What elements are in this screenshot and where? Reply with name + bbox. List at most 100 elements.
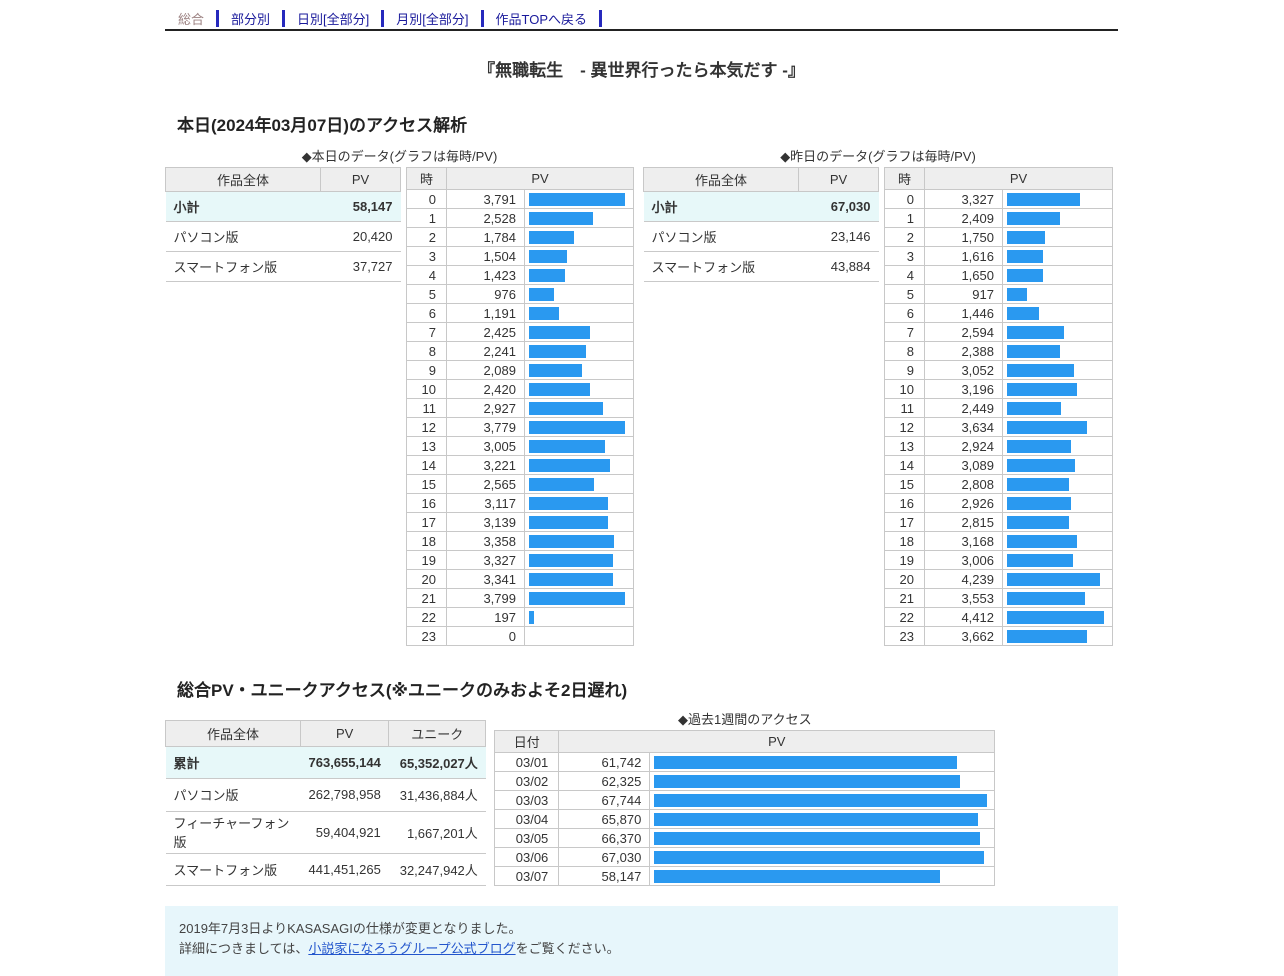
- data-row: 5 917: [884, 284, 1113, 304]
- pv-bar: [1007, 496, 1072, 510]
- blog-link[interactable]: 小説家になろうグループ公式ブログ: [308, 941, 516, 957]
- pv-bar: [1007, 325, 1064, 339]
- nav-item[interactable]: 部分別: [231, 11, 271, 27]
- pv-bar: [1007, 439, 1072, 453]
- data-row: 17 3,139: [406, 512, 634, 532]
- nav-item[interactable]: 月別[全部分]: [396, 11, 469, 27]
- data-row: 03/04 65,870: [494, 809, 996, 829]
- pv-bar: [529, 496, 608, 510]
- data-row: 4 1,423: [406, 265, 634, 285]
- today-hourly-table: 時 PV 0 3,791 1 2,528 2 1,784 3 1,504 4 1,423 5 976 6 1,…: [406, 167, 634, 646]
- pv-bar: [654, 869, 940, 883]
- data-row: 18 3,168: [884, 531, 1113, 551]
- data-row: 10 3,196: [884, 379, 1113, 399]
- column-header: 時: [884, 167, 925, 190]
- pv-bar: [529, 553, 614, 567]
- pv-bar: [654, 812, 978, 826]
- data-row: 9 3,052: [884, 360, 1113, 380]
- pv-bar: [1007, 572, 1101, 586]
- page-title: 『無職転生 - 異世界行ったら本気だす -』: [478, 61, 805, 80]
- data-row: 21 3,553: [884, 588, 1113, 608]
- data-row: 12 3,779: [406, 417, 634, 437]
- pv-bar: [1007, 515, 1069, 529]
- data-row: 19 3,006: [884, 550, 1113, 570]
- nav-item[interactable]: 日別[全部分]: [297, 11, 370, 27]
- column-header: PV: [299, 720, 390, 747]
- pv-bar: [529, 192, 625, 206]
- pv-bar: [529, 401, 603, 415]
- summary-row: パソコン版 23,146: [643, 221, 879, 252]
- data-row: 1 2,528: [406, 208, 634, 228]
- data-row: 15 2,808: [884, 474, 1113, 494]
- pv-bar: [529, 572, 614, 586]
- data-row: 22 4,412: [884, 607, 1113, 627]
- data-row: 03/07 58,147: [494, 866, 996, 886]
- column-header: PV: [924, 167, 1113, 190]
- pv-bar: [529, 230, 575, 244]
- data-row: 20 4,239: [884, 569, 1113, 589]
- summary-row: スマートフォン版 37,727: [165, 251, 401, 282]
- pv-bar: [1007, 363, 1075, 377]
- data-row: 14 3,221: [406, 455, 634, 475]
- notice-box: 2019年7月3日よりKASASAGIの仕様が変更となりました。 詳細につきまし…: [165, 906, 1118, 976]
- pv-bar: [1007, 249, 1043, 263]
- pv-bar: [529, 439, 605, 453]
- data-row: 11 2,449: [884, 398, 1113, 418]
- nav-separator-icon: [599, 9, 602, 27]
- nav-separator-icon: [216, 9, 220, 27]
- pv-bar: [529, 268, 565, 282]
- notice-line2-pre: 詳細につきましては、: [179, 941, 309, 957]
- section-heading-today: 本日(2024年03月07日)のアクセス解析: [177, 116, 468, 135]
- data-row: 11 2,927: [406, 398, 634, 418]
- data-row: 03/01 61,742: [494, 752, 996, 772]
- nav-separator-icon: [480, 9, 484, 27]
- pv-bar: [529, 211, 593, 225]
- data-row: 03/02 62,325: [494, 771, 996, 791]
- notice-line2: 詳細につきましては、小説家になろうグループ公式ブログをご覧ください。: [179, 939, 1104, 959]
- data-row: 5 976: [406, 284, 634, 304]
- pv-bar: [529, 306, 560, 320]
- yesterday-summary-table: 作品全体 PV 小計 67,030 パソコン版 23,146 スマートフォン版 43,884: [643, 167, 879, 282]
- pv-bar: [1007, 306, 1039, 320]
- today-summary-table: 作品全体 PV 小計 58,147 パソコン版 20,420 スマートフォン版 37,727: [165, 167, 401, 282]
- data-row: 03/03 67,744: [494, 790, 996, 810]
- totals-row: 作品全体 PV ユニーク 累計 763,655,144 65,352,027人 パソコン版 2…: [165, 701, 1118, 887]
- data-row: 16 2,926: [884, 493, 1113, 513]
- pv-bar: [529, 515, 609, 529]
- yesterday-caption: ◆昨日のデータ(グラフは毎時/PV): [780, 149, 976, 164]
- column-header: 作品全体: [643, 167, 799, 192]
- pv-bar: [1007, 534, 1077, 548]
- page: 総合 部分別 日別[全部分] 月別[全部分] 作品TOPへ戻る 『無職転生 - 異世界行…: [165, 0, 1118, 976]
- daily-charts-row: ◆本日のデータ(グラフは毎時/PV) 作品全体 PV 小計 58,147 パソコン版 20…: [165, 138, 1118, 646]
- pv-bar: [1007, 211, 1060, 225]
- data-row: 6 1,446: [884, 303, 1113, 323]
- nav-item[interactable]: 作品TOPへ戻る: [495, 11, 588, 27]
- pv-bar: [529, 420, 625, 434]
- column-header: PV: [320, 167, 401, 192]
- nav-separator-icon: [381, 9, 385, 27]
- data-row: 12 3,634: [884, 417, 1113, 437]
- column-header: 作品全体: [165, 720, 301, 747]
- weekly-group: ◆過去1週間のアクセス 日付 PV 03/01 61,742 03/02 62,325 03…: [494, 701, 996, 886]
- data-row: 23 3,662: [884, 626, 1113, 646]
- pv-bar: [1007, 629, 1088, 643]
- pv-bar: [654, 755, 958, 769]
- column-header: 時: [406, 167, 447, 190]
- pv-bar: [529, 382, 591, 396]
- pv-bar: [654, 774, 961, 788]
- data-row: 13 3,005: [406, 436, 634, 456]
- data-row: 14 3,089: [884, 455, 1113, 475]
- pv-bar: [529, 534, 614, 548]
- pv-bar: [1007, 591, 1086, 605]
- pv-bar: [529, 287, 554, 301]
- summary-row: 累計 763,655,144 65,352,027人: [165, 746, 486, 780]
- data-row: 7 2,594: [884, 322, 1113, 342]
- summary-row: スマートフォン版 43,884: [643, 251, 879, 282]
- weekly-table: 日付 PV 03/01 61,742 03/02 62,325 03/03 67,744 03/…: [494, 730, 996, 886]
- notice-line2-post: をご覧ください。: [515, 941, 620, 957]
- pv-bar: [529, 591, 625, 605]
- data-row: 10 2,420: [406, 379, 634, 399]
- summary-row: スマートフォン版 441,451,265 32,247,942人: [165, 853, 486, 887]
- data-row: 13 2,924: [884, 436, 1113, 456]
- data-row: 16 3,117: [406, 493, 634, 513]
